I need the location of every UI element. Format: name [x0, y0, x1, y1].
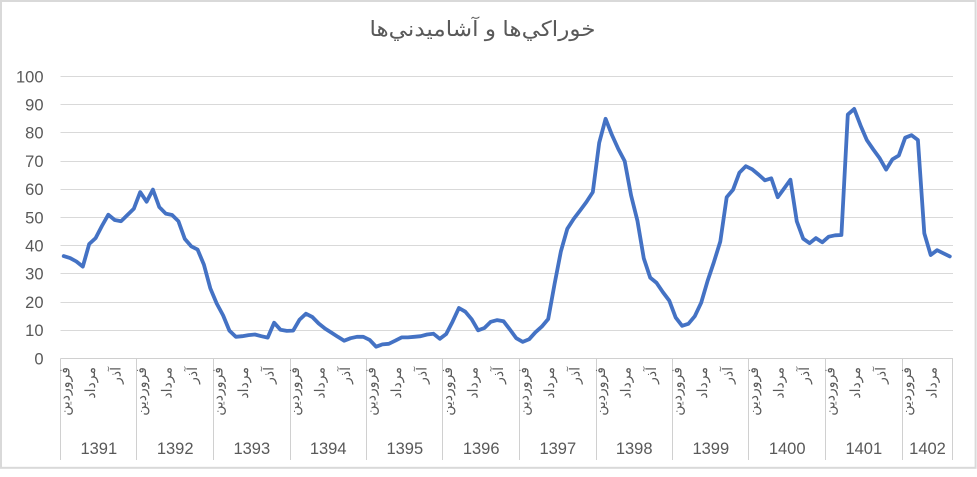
- svg-text:1395: 1395: [386, 440, 423, 458]
- svg-text:فروردين: فروردين: [362, 367, 379, 416]
- svg-text:آذر: آذر: [718, 366, 736, 385]
- svg-text:آذر: آذر: [183, 366, 201, 385]
- svg-text:آذر: آذر: [871, 366, 889, 385]
- svg-text:80: 80: [25, 125, 43, 143]
- svg-text:مرداد: مرداد: [464, 367, 481, 399]
- svg-text:آذر: آذر: [259, 366, 277, 385]
- svg-text:100: 100: [16, 68, 44, 86]
- svg-text:فروردين: فروردين: [668, 367, 685, 416]
- svg-text:فروردين: فروردين: [745, 367, 762, 416]
- svg-text:مرداد: مرداد: [82, 367, 99, 399]
- svg-text:1399: 1399: [692, 440, 729, 458]
- svg-text:20: 20: [25, 294, 43, 312]
- svg-text:1402: 1402: [909, 440, 946, 458]
- svg-text:1401: 1401: [845, 440, 882, 458]
- svg-text:مرداد: مرداد: [388, 367, 405, 399]
- svg-text:مرداد: مرداد: [541, 367, 558, 399]
- svg-text:1397: 1397: [539, 440, 576, 458]
- svg-text:90: 90: [25, 97, 43, 115]
- svg-text:فروردين: فروردين: [592, 367, 609, 416]
- svg-text:فروردين: فروردين: [439, 367, 456, 416]
- svg-text:فروردين: فروردين: [898, 367, 915, 416]
- svg-text:1396: 1396: [463, 440, 500, 458]
- svg-text:1394: 1394: [310, 440, 347, 458]
- svg-text:30: 30: [25, 266, 43, 284]
- svg-text:1398: 1398: [616, 440, 653, 458]
- svg-text:0: 0: [34, 350, 43, 368]
- svg-text:10: 10: [25, 322, 43, 340]
- svg-text:آذر: آذر: [642, 366, 660, 385]
- svg-text:مرداد: مرداد: [311, 367, 328, 399]
- svg-text:50: 50: [25, 209, 43, 227]
- svg-text:آذر: آذر: [489, 366, 507, 385]
- svg-text:1393: 1393: [233, 440, 270, 458]
- svg-text:1391: 1391: [80, 440, 117, 458]
- svg-text:آذر: آذر: [795, 366, 813, 385]
- svg-text:مرداد: مرداد: [847, 367, 864, 399]
- svg-text:آذر: آذر: [106, 366, 124, 385]
- svg-text:آذر: آذر: [565, 366, 583, 385]
- svg-text:70: 70: [25, 153, 43, 171]
- svg-text:مرداد: مرداد: [923, 367, 940, 399]
- svg-text:مرداد: مرداد: [694, 367, 711, 399]
- svg-text:مرداد: مرداد: [235, 367, 252, 399]
- svg-text:1392: 1392: [157, 440, 194, 458]
- svg-text:60: 60: [25, 181, 43, 199]
- svg-text:آذر: آذر: [336, 366, 354, 385]
- svg-text:آذر: آذر: [412, 366, 430, 385]
- svg-text:مرداد: مرداد: [770, 367, 787, 399]
- svg-text:مرداد: مرداد: [158, 367, 175, 399]
- svg-text:فروردين: فروردين: [209, 367, 226, 416]
- svg-text:1400: 1400: [769, 440, 806, 458]
- svg-text:فروردين: فروردين: [133, 367, 150, 416]
- svg-text:40: 40: [25, 238, 43, 256]
- svg-text:خوراكي‌ها و آشاميدني‌ها: خوراكي‌ها و آشاميدني‌ها: [370, 15, 596, 42]
- svg-text:فروردين: فروردين: [56, 367, 73, 416]
- svg-text:مرداد: مرداد: [617, 367, 634, 399]
- svg-text:فروردين: فروردين: [515, 367, 532, 416]
- svg-text:فروردين: فروردين: [286, 367, 303, 416]
- svg-text:فروردين: فروردين: [821, 367, 838, 416]
